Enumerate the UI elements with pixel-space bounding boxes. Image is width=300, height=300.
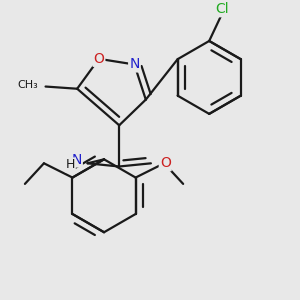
Text: CH₃: CH₃ [17, 80, 38, 90]
Text: Cl: Cl [216, 2, 229, 16]
Text: N: N [129, 58, 140, 71]
Text: O: O [94, 52, 104, 66]
Text: H: H [65, 158, 75, 171]
Text: N: N [71, 152, 82, 167]
Text: O: O [160, 156, 171, 170]
